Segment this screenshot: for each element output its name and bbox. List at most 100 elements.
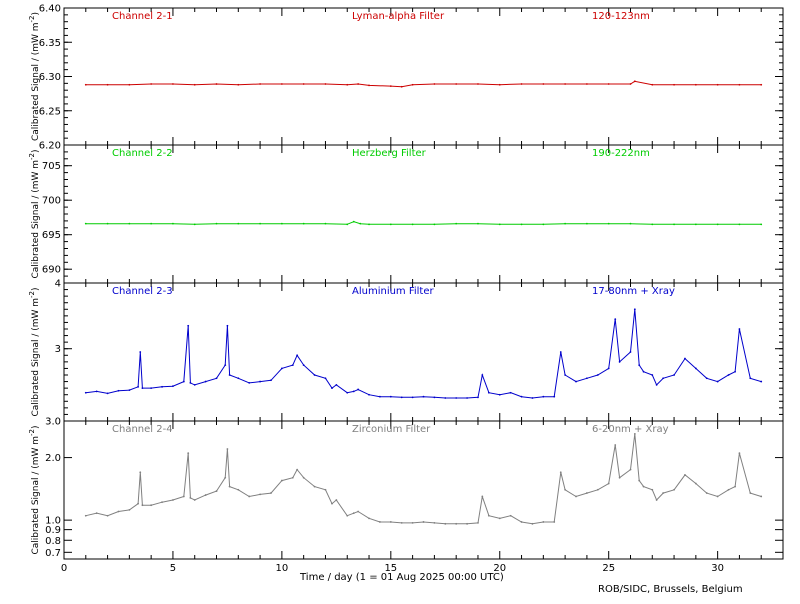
data-point xyxy=(734,370,736,373)
data-point xyxy=(411,396,414,399)
data-point xyxy=(291,364,294,367)
data-point xyxy=(586,222,588,225)
data-point xyxy=(629,222,632,225)
filter-label: Lyman-alpha Filter xyxy=(352,11,445,22)
data-point xyxy=(422,395,425,398)
data-point xyxy=(727,374,730,376)
data-point xyxy=(673,223,675,226)
data-point xyxy=(335,383,338,386)
y-axis-label-exponent: -2 xyxy=(28,429,36,436)
data-point xyxy=(215,377,218,380)
data-point xyxy=(477,521,479,524)
data-point xyxy=(651,374,654,376)
data-point xyxy=(614,318,617,321)
data-point xyxy=(389,85,392,87)
data-point xyxy=(498,517,501,520)
data-point xyxy=(280,479,283,482)
data-point xyxy=(324,377,327,380)
data-point xyxy=(694,223,697,226)
x-tick-label: 25 xyxy=(602,563,615,574)
data-point xyxy=(368,393,370,396)
data-point xyxy=(651,488,654,491)
data-point xyxy=(531,397,534,399)
data-point xyxy=(368,517,370,520)
data-point xyxy=(84,83,87,86)
data-point xyxy=(520,223,523,226)
data-point xyxy=(633,80,636,83)
y-axis-label: Calibrated Signal / (mW m-2) xyxy=(28,425,41,554)
y-tick-label: 4 xyxy=(55,279,61,290)
data-point xyxy=(128,222,131,225)
data-point xyxy=(150,504,153,507)
data-point xyxy=(564,222,567,225)
data-point xyxy=(187,452,190,455)
data-point xyxy=(498,393,501,396)
data-point xyxy=(684,474,686,476)
data-point xyxy=(400,85,403,88)
data-point xyxy=(433,521,436,524)
data-point xyxy=(117,510,120,513)
data-point xyxy=(716,83,719,86)
data-point xyxy=(237,83,240,86)
y-axis-label-close: ) xyxy=(31,12,41,16)
data-point xyxy=(575,495,577,498)
data-point xyxy=(520,521,523,523)
data-point xyxy=(128,389,131,392)
data-point xyxy=(455,222,458,225)
data-point xyxy=(224,476,227,479)
y-tick-label: 700 xyxy=(42,196,61,207)
data-point xyxy=(228,374,231,376)
data-point xyxy=(520,395,523,398)
data-point xyxy=(302,476,305,479)
data-point xyxy=(633,433,636,435)
data-point xyxy=(106,222,109,225)
panel-4: 0.70.80.91.0 2.0 3.0 Calibrated Signal / (m… xyxy=(28,417,784,560)
data-point xyxy=(553,395,556,398)
y-axis-label: Calibrated Signal / (mW m-2) xyxy=(28,287,41,416)
data-point xyxy=(346,83,349,86)
data-point xyxy=(141,387,144,390)
data-point xyxy=(477,222,479,225)
data-point xyxy=(296,354,299,357)
data-point xyxy=(694,482,697,485)
data-point xyxy=(531,522,534,525)
data-point xyxy=(259,83,261,85)
data-point xyxy=(106,83,109,86)
data-point xyxy=(189,496,192,499)
data-point xyxy=(481,495,484,498)
data-point xyxy=(182,495,185,498)
data-point xyxy=(379,395,381,398)
data-point xyxy=(638,364,641,367)
y-tick-label: 0.9 xyxy=(45,525,61,536)
data-point xyxy=(642,370,645,373)
data-point xyxy=(487,391,490,394)
channel-label: Channel 2-4 xyxy=(112,424,173,435)
data-point xyxy=(575,380,577,383)
data-point xyxy=(760,495,763,498)
data-point xyxy=(673,488,675,491)
data-point xyxy=(694,367,697,370)
data-point xyxy=(187,324,190,327)
data-point xyxy=(542,395,545,398)
data-point xyxy=(655,499,658,501)
data-point xyxy=(559,471,562,474)
data-point xyxy=(520,83,523,85)
panel-frame xyxy=(63,282,784,422)
data-point xyxy=(84,391,87,394)
series-line xyxy=(85,433,762,525)
y-tick-label: 0.8 xyxy=(45,536,61,547)
band-label: 6-20nm + Xray xyxy=(592,424,669,435)
data-point xyxy=(760,83,763,86)
data-point xyxy=(559,351,562,353)
data-point xyxy=(161,385,163,388)
data-point xyxy=(607,367,610,370)
data-point xyxy=(302,222,305,225)
data-point xyxy=(280,83,283,85)
data-point xyxy=(564,374,567,376)
y-tick-label: 0.7 xyxy=(45,548,61,559)
data-point xyxy=(455,83,458,85)
data-point xyxy=(433,396,436,399)
data-point xyxy=(638,479,641,482)
data-point xyxy=(564,83,567,85)
